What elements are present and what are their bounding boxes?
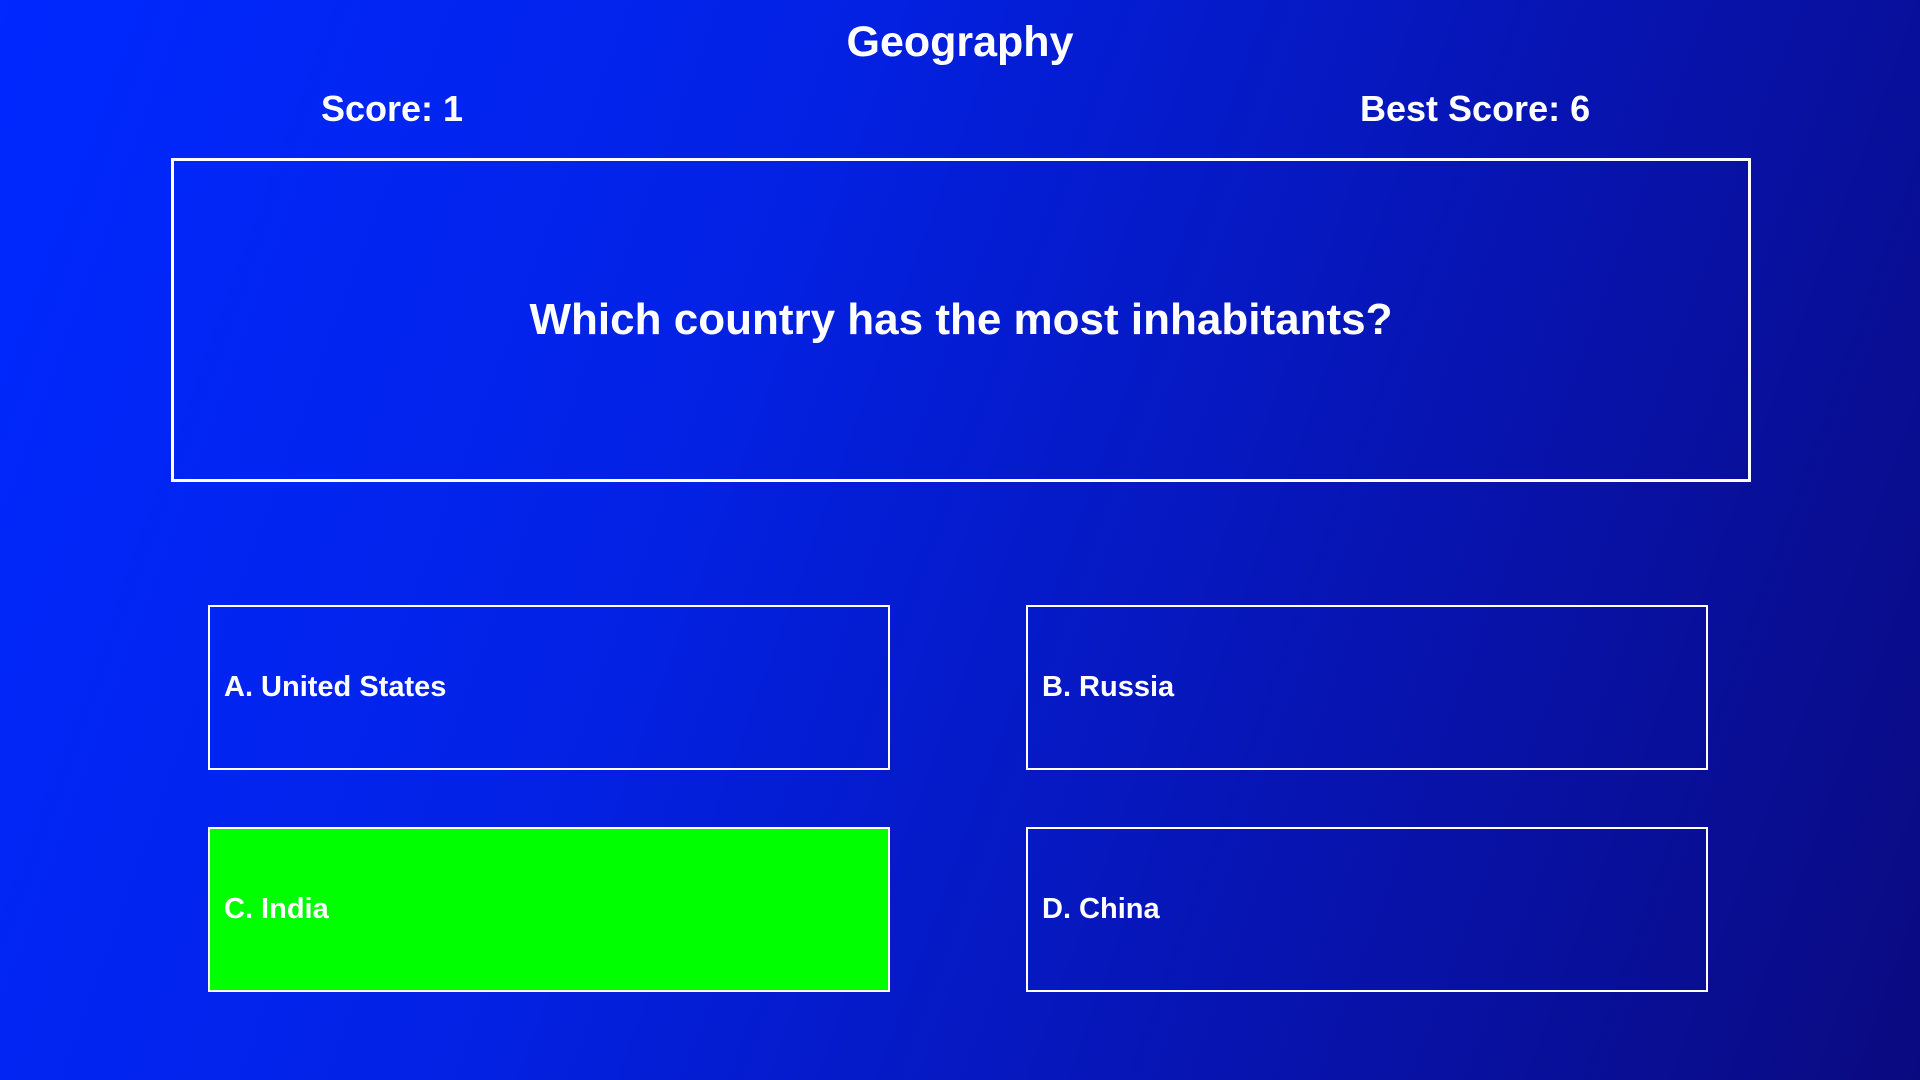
category-title: Geography (846, 18, 1074, 66)
answer-label: D. China (1042, 893, 1160, 925)
answer-button-d[interactable]: D. China (1026, 827, 1708, 992)
answer-button-a[interactable]: A. United States (208, 605, 890, 770)
best-score-label: Best Score: 6 (1360, 88, 1591, 129)
answer-label: C. India (224, 893, 329, 925)
answer-button-b[interactable]: B. Russia (1026, 605, 1708, 770)
question-text: Which country has the most inhabitants? (529, 295, 1393, 344)
answer-button-c[interactable]: C. India (208, 827, 890, 992)
score-label: Score: 1 (321, 88, 464, 129)
answer-label: B. Russia (1042, 671, 1175, 703)
question-box: Which country has the most inhabitants? (171, 158, 1751, 482)
answer-label: A. United States (224, 671, 447, 703)
